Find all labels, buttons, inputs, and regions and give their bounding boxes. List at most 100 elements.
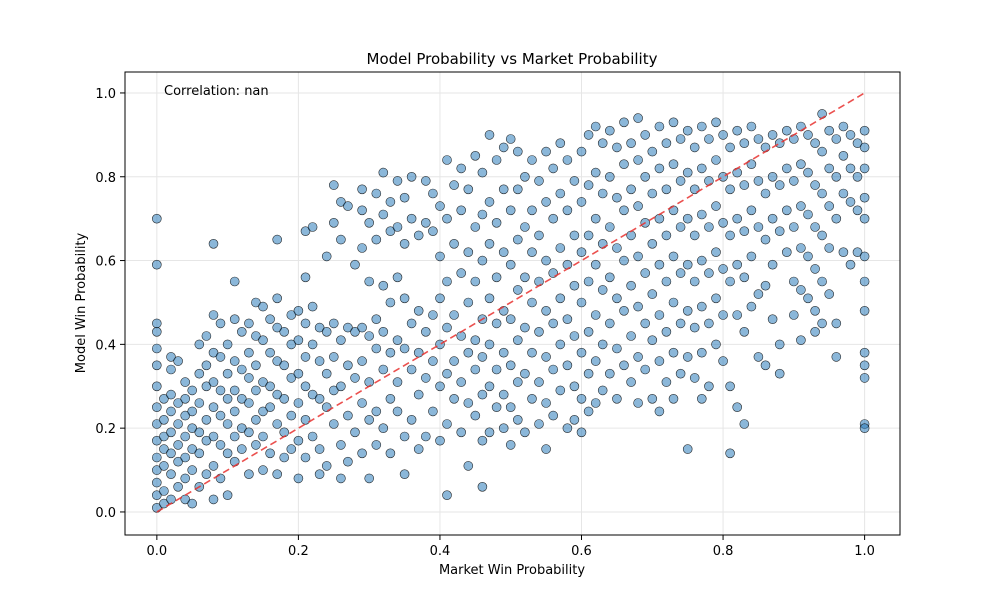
data-point (732, 402, 743, 413)
data-point (845, 163, 856, 174)
data-point (470, 410, 481, 421)
data-point (187, 406, 197, 417)
data-point (633, 352, 643, 362)
data-point (152, 402, 162, 413)
data-point (534, 230, 544, 241)
data-point (491, 272, 502, 283)
data-point (244, 398, 254, 408)
data-point (357, 448, 367, 459)
data-point (272, 389, 283, 400)
data-point (512, 234, 523, 245)
data-point (774, 226, 785, 236)
data-point (760, 360, 771, 371)
data-point (604, 272, 615, 283)
data-point (435, 339, 445, 350)
data-point (406, 364, 417, 375)
data-point (251, 297, 261, 308)
data-point (810, 180, 820, 190)
data-point (484, 293, 495, 304)
data-point (187, 498, 197, 509)
data-point (222, 419, 233, 429)
data-point (541, 146, 551, 157)
data-point (456, 427, 467, 438)
data-point (505, 360, 516, 371)
reference-diagonal-line (156, 92, 866, 513)
data-point (258, 335, 268, 346)
data-point (534, 419, 544, 429)
data-point (413, 347, 424, 358)
data-point (845, 259, 856, 270)
data-point (767, 259, 778, 270)
data-point (173, 440, 183, 450)
data-point (449, 180, 459, 190)
data-point (781, 205, 792, 216)
data-point (498, 142, 509, 153)
data-point (180, 452, 190, 463)
data-point (739, 180, 750, 190)
data-point (810, 326, 820, 337)
data-point (753, 352, 764, 362)
data-point (300, 352, 311, 362)
data-point (286, 444, 297, 454)
data-point (675, 222, 686, 232)
data-point (180, 473, 190, 484)
data-point (732, 310, 743, 320)
data-point (704, 134, 714, 144)
data-point (399, 431, 410, 442)
data-point (470, 276, 481, 287)
data-point (413, 230, 424, 241)
data-point (300, 414, 311, 425)
data-point (300, 318, 311, 329)
data-point (201, 469, 212, 480)
data-point (689, 276, 700, 287)
data-point (767, 130, 778, 140)
data-point (357, 243, 367, 253)
data-point (647, 146, 658, 157)
data-point (838, 121, 849, 132)
data-point (534, 276, 544, 287)
data-point (208, 494, 219, 505)
data-point (555, 188, 566, 199)
data-point (300, 226, 311, 236)
data-point (803, 251, 813, 262)
data-point (796, 285, 806, 295)
data-point (293, 435, 304, 446)
data-point (562, 205, 573, 216)
data-point (258, 431, 268, 442)
data-point (336, 473, 346, 484)
data-point (746, 205, 757, 216)
data-point (626, 331, 636, 341)
data-point (576, 427, 587, 438)
data-point (654, 406, 665, 417)
data-point (321, 326, 332, 337)
data-point (173, 356, 183, 366)
data-point (371, 234, 382, 245)
data-point (612, 142, 622, 153)
data-point (406, 213, 417, 224)
data-point (484, 130, 495, 140)
data-point (237, 326, 247, 337)
data-point (796, 243, 806, 253)
data-point (428, 310, 438, 320)
x-tick-label: 0.2 (288, 544, 309, 559)
data-point (229, 314, 240, 325)
data-point (477, 352, 488, 362)
data-point (711, 339, 721, 350)
data-point (803, 130, 813, 140)
data-point (774, 339, 785, 350)
data-point (626, 138, 636, 148)
data-point (187, 444, 197, 454)
data-point (336, 234, 346, 245)
data-point (675, 318, 686, 329)
data-point (357, 398, 367, 408)
data-point (194, 398, 205, 408)
data-point (463, 247, 474, 257)
data-point (477, 435, 488, 446)
data-point (696, 255, 707, 266)
data-point (569, 176, 580, 186)
y-tick-label: 0.4 (95, 338, 116, 353)
data-point (520, 427, 530, 438)
data-point (569, 280, 580, 291)
data-point (449, 393, 459, 404)
data-point (512, 146, 523, 157)
